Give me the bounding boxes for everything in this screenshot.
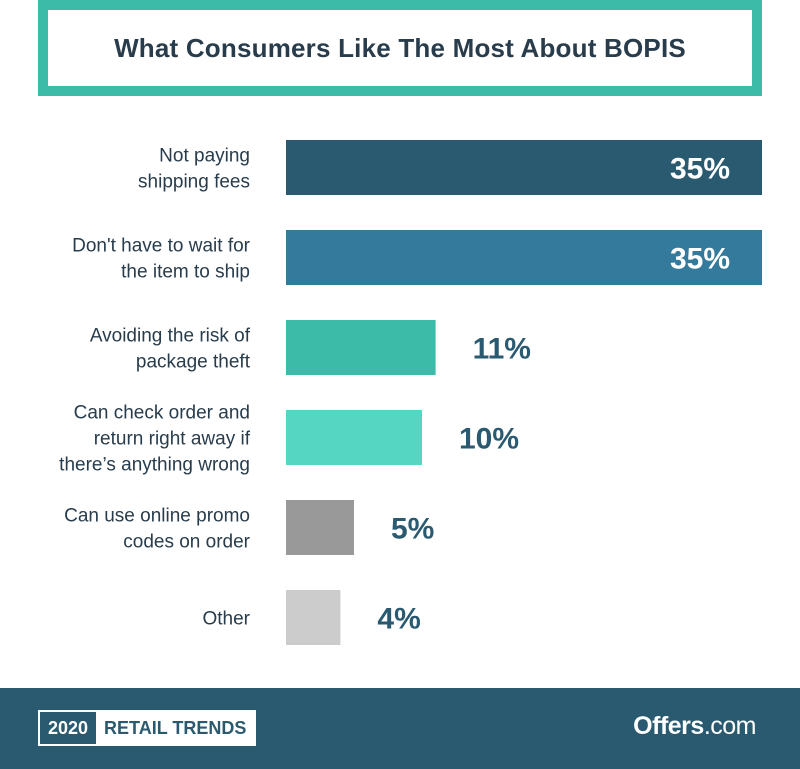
- footer: 2020 RETAIL TRENDS Offers.com: [0, 688, 800, 769]
- category-label-6: Other: [202, 609, 250, 630]
- chart-title: What Consumers Like The Most About BOPIS: [114, 32, 686, 63]
- title-inner: What Consumers Like The Most About BOPIS: [48, 10, 752, 86]
- title-banner: What Consumers Like The Most About BOPIS: [38, 0, 762, 96]
- brand-name: Offers: [633, 712, 704, 740]
- retail-trends-badge: 2020 RETAIL TRENDS: [38, 710, 257, 746]
- bar-4: [286, 410, 422, 465]
- badge-year: 2020: [40, 712, 97, 744]
- bar-1: [286, 140, 762, 195]
- bar-chart: Not paying shipping fees 35% Don't have to …: [59, 140, 762, 645]
- category-label-3: Avoiding the risk of package theft: [90, 326, 251, 373]
- bar-5: [286, 500, 354, 555]
- category-label-4: Can check order and return right away if t…: [59, 403, 251, 476]
- bar-3: [286, 320, 436, 375]
- bar-6: [286, 590, 341, 645]
- category-label-2: Don't have to wait for the item to ship: [72, 236, 251, 283]
- category-label-5: Can use online promo codes on order: [64, 506, 251, 553]
- value-label-4: 10%: [459, 423, 519, 456]
- badge-text: RETAIL TRENDS: [96, 712, 255, 744]
- value-label-6: 4%: [377, 603, 420, 636]
- bar-2: [286, 230, 762, 285]
- value-label-5: 5%: [391, 513, 434, 546]
- brand-logo: Offers.com: [633, 712, 756, 741]
- brand-tld: .com: [703, 712, 757, 740]
- value-label-1: 35%: [670, 153, 730, 186]
- value-label-2: 35%: [670, 243, 730, 276]
- category-label-1: Not paying shipping fees: [138, 146, 250, 193]
- value-label-3: 11%: [473, 333, 531, 366]
